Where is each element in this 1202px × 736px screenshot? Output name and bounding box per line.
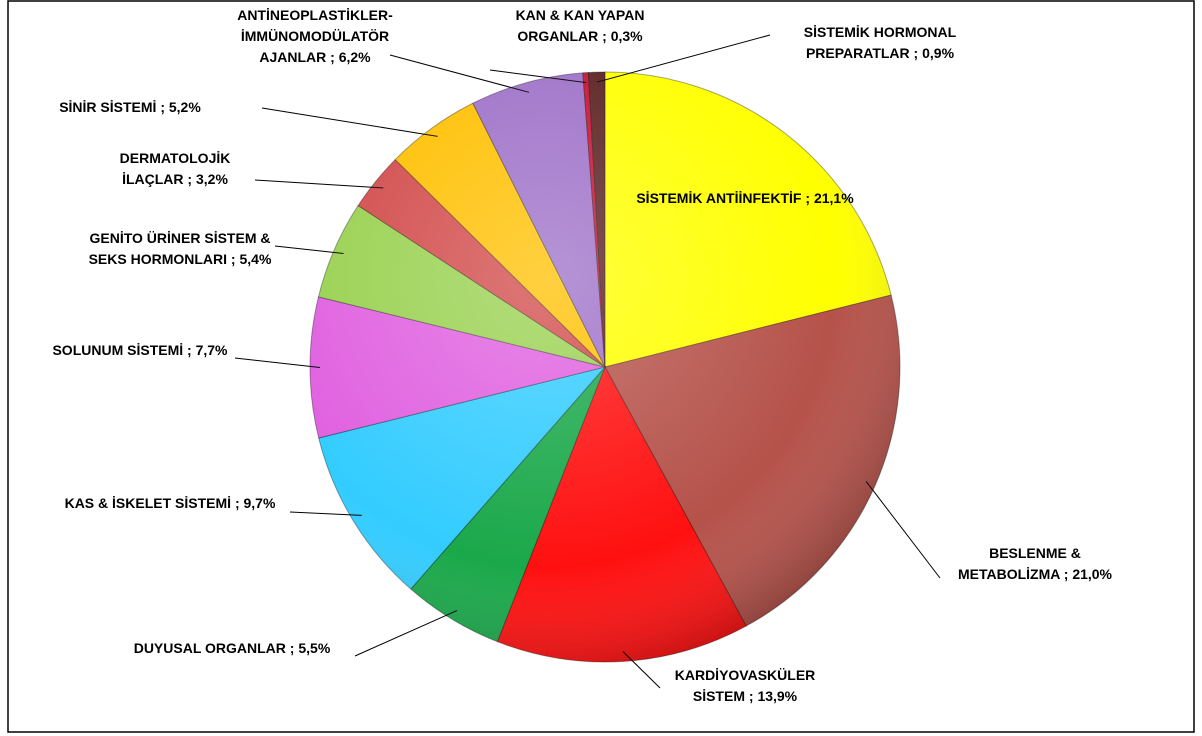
separator: ;: [160, 99, 165, 115]
slice-label: SİSTEMİK ANTİİNFEKTİF ; 21,1%: [633, 188, 858, 209]
separator: ;: [187, 342, 192, 358]
value-label: 9,7%: [243, 495, 276, 511]
value-label: 7,7%: [195, 342, 228, 358]
frame: [7, 0, 1195, 733]
leader-line: [261, 107, 438, 137]
slice-label: KAN & KAN YAPAN ORGANLAR ; 0,3%: [490, 5, 670, 47]
slice-label: SİSTEMİK HORMONAL PREPARATLAR ; 0,9%: [770, 22, 990, 64]
value-label: 5,5%: [298, 640, 331, 656]
category-name: GENİTO ÜRİNER SİSTEM & SEKS HORMONLARI: [88, 230, 271, 267]
separator: ;: [187, 171, 193, 187]
slice-label: SOLUNUM SİSTEMİ ; 7,7%: [45, 340, 235, 361]
slice-label: DUYUSAL ORGANLAR ; 5,5%: [102, 638, 362, 659]
category-name: KAS & İSKELET SİSTEMİ: [64, 495, 232, 511]
value-label: 3,2%: [195, 171, 228, 187]
value-label: 0,3%: [610, 28, 643, 44]
value-label: 5,4%: [239, 251, 272, 267]
slice-label: KARDİYOVASKÜLER SİSTEM ; 13,9%: [658, 665, 833, 707]
category-name: SİNİR SİSTEMİ: [59, 99, 157, 115]
separator: ;: [289, 640, 295, 656]
separator: ;: [234, 495, 240, 511]
leader-line: [865, 481, 941, 579]
slice-label: SİNİR SİSTEMİ ; 5,2%: [0, 97, 260, 118]
leader-line: [254, 179, 384, 189]
separator: ;: [748, 688, 754, 704]
value-label: 0,9%: [922, 45, 955, 61]
separator: ;: [1063, 566, 1069, 582]
separator: ;: [330, 49, 335, 65]
category-name: SOLUNUM SİSTEMİ: [52, 342, 184, 358]
separator: ;: [230, 251, 236, 267]
slice-label: DERMATOLOJİK İLAÇLAR ; 3,2%: [100, 148, 250, 190]
leader-line: [274, 245, 344, 255]
value-label: 13,9%: [757, 688, 798, 704]
value-label: 5,2%: [168, 99, 201, 115]
category-name: KAN & KAN YAPAN ORGANLAR: [515, 7, 645, 44]
value-label: 21,1%: [813, 190, 854, 206]
leader-line: [389, 54, 530, 93]
category-name: DERMATOLOJİK İLAÇLAR: [119, 150, 231, 187]
value-label: 6,2%: [338, 49, 371, 65]
slice-label: ANTİNEOPLASTİKLER-İMMÜNOMODÜLATÖR AJANLA…: [225, 5, 405, 68]
category-name: SİSTEMİK ANTİİNFEKTİF: [636, 190, 802, 206]
leader-line: [354, 610, 458, 657]
leader-line: [234, 357, 321, 368]
category-name: DUYUSAL ORGANLAR: [133, 640, 286, 656]
slice-label: KAS & İSKELET SİSTEMİ ; 9,7%: [35, 493, 305, 514]
slice-label: BESLENME & METABOLİZMA ; 21,0%: [940, 543, 1130, 585]
category-name: ANTİNEOPLASTİKLER-İMMÜNOMODÜLATÖR AJANLA…: [237, 7, 393, 65]
value-label: 21,0%: [1072, 566, 1113, 582]
category-name: BESLENME & METABOLİZMA: [957, 545, 1081, 582]
separator: ;: [602, 28, 607, 44]
separator: ;: [805, 190, 811, 206]
separator: ;: [913, 45, 919, 61]
slice-label: GENİTO ÜRİNER SİSTEM & SEKS HORMONLARI ;…: [78, 228, 283, 270]
category-name: SİSTEMİK HORMONAL PREPARATLAR: [803, 24, 957, 61]
category-name: KARDİYOVASKÜLER SİSTEM: [674, 667, 816, 704]
